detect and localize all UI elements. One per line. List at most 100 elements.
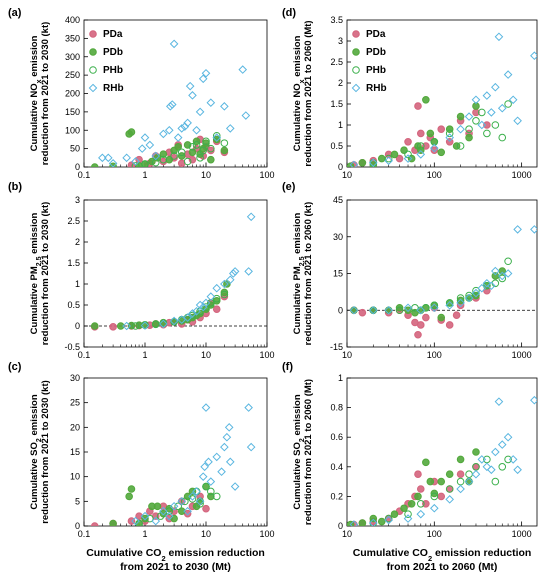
data-point-pdb bbox=[170, 514, 178, 523]
data-point-rhb bbox=[188, 492, 197, 501]
data-point-phb bbox=[174, 502, 182, 511]
data-point-rhb bbox=[244, 267, 253, 276]
data-point-rhb bbox=[464, 112, 474, 121]
y-tick-label: 250 bbox=[65, 70, 80, 80]
legend-label-pda: PDa bbox=[366, 29, 386, 40]
data-point-rhb bbox=[122, 153, 131, 163]
y-tick-label: 50 bbox=[70, 144, 80, 154]
data-point-rhb bbox=[188, 91, 197, 100]
data-point-rhb bbox=[151, 151, 161, 161]
y-tick-label: 0.5 bbox=[330, 141, 343, 151]
data-point-pdb bbox=[188, 148, 197, 157]
legend-marker-pdb bbox=[89, 48, 97, 56]
y-tick-label: 0.2 bbox=[330, 491, 343, 501]
data-point-pda bbox=[416, 129, 425, 138]
y-tick-label: 0.6 bbox=[330, 432, 343, 442]
data-point-phb bbox=[196, 500, 204, 508]
data-point-rhb bbox=[456, 484, 465, 494]
panel-a: (a) 0.1 1 10 100 0 50 100 150 200 250 300 350 400 Cumu… bbox=[8, 7, 275, 180]
data-point-pda bbox=[212, 305, 221, 314]
y-tick-label: 20 bbox=[70, 422, 80, 432]
data-point-rhb bbox=[131, 157, 140, 166]
data-point-phb bbox=[212, 131, 221, 140]
data-point-phb bbox=[491, 477, 500, 486]
data-point-rhb bbox=[169, 501, 179, 511]
y-tick-label: 0.4 bbox=[330, 462, 343, 472]
data-point-rhb bbox=[246, 212, 256, 222]
data-point-rhb bbox=[349, 160, 359, 167]
data-point-phb bbox=[445, 129, 454, 138]
x-tick-label: 1 bbox=[142, 170, 147, 180]
data-point-phb bbox=[465, 291, 473, 300]
data-point-rhb bbox=[164, 511, 174, 521]
data-point-rhb bbox=[482, 462, 492, 472]
data-point-pda bbox=[430, 146, 439, 154]
data-point-rhb bbox=[445, 495, 454, 504]
y-axis-label-line1: Cumulative NOx emission bbox=[29, 35, 43, 151]
data-point-rhb bbox=[169, 39, 179, 49]
x-tick-label: 1000 bbox=[512, 529, 532, 539]
data-point-pdb bbox=[472, 448, 480, 456]
data-point-rhb bbox=[230, 267, 240, 276]
data-point-rhb bbox=[164, 125, 174, 135]
data-point-rhb bbox=[122, 321, 131, 331]
y-tick-label: 400 bbox=[65, 15, 80, 25]
data-point-pdb bbox=[395, 304, 404, 312]
data-point-phb bbox=[141, 160, 149, 167]
y-tick-label: 0.8 bbox=[330, 403, 343, 413]
legend-marker-pda bbox=[89, 30, 97, 38]
y-tick-label: 0 bbox=[338, 305, 343, 315]
data-point-phb bbox=[504, 455, 512, 464]
data-point-rhb bbox=[185, 81, 195, 91]
data-point-pdb bbox=[196, 309, 204, 318]
legend-marker-pdb bbox=[352, 48, 360, 56]
data-point-phb bbox=[207, 144, 215, 153]
data-point-pdb bbox=[456, 296, 465, 305]
data-point-rhb bbox=[445, 133, 454, 142]
data-point-rhb bbox=[212, 283, 222, 293]
legend-label-pda: PDa bbox=[103, 29, 123, 40]
data-point-rhb bbox=[151, 516, 161, 526]
data-point-rhb bbox=[201, 403, 211, 412]
data-point-rhb bbox=[180, 122, 190, 131]
data-point-rhb bbox=[177, 497, 187, 506]
data-point-phb bbox=[445, 485, 454, 493]
data-point-rhb bbox=[217, 467, 226, 477]
data-point-phb bbox=[472, 117, 480, 125]
data-point-pdb bbox=[347, 162, 355, 167]
x-tick-label: 1000 bbox=[512, 350, 532, 360]
data-point-rhb bbox=[494, 397, 504, 406]
data-point-pdb bbox=[384, 306, 393, 315]
panel-label-d: (d) bbox=[282, 7, 296, 19]
data-point-pdb bbox=[437, 148, 446, 157]
data-point-phb bbox=[504, 100, 512, 108]
x-tick-label: 1 bbox=[142, 529, 147, 539]
legend-marker-phb bbox=[89, 66, 97, 74]
y-axis-label-line2: reduction from 2021 to 2030 (kt) bbox=[40, 22, 51, 166]
data-point-pda bbox=[445, 321, 454, 329]
data-point-phb bbox=[202, 482, 210, 491]
panel-e: (e) 10 100 1000 -15 0 15 30 45 Cumulative PM2.5 e… bbox=[282, 181, 538, 360]
y-tick-label: 30 bbox=[333, 232, 343, 242]
data-point-phb bbox=[159, 155, 168, 164]
legend-label-phb: PHb bbox=[103, 65, 123, 76]
data-points-f bbox=[347, 395, 537, 526]
panel-label-e: (e) bbox=[282, 181, 296, 193]
data-point-rhb bbox=[368, 305, 378, 315]
data-point-phb bbox=[498, 463, 507, 471]
data-point-pdb bbox=[390, 150, 399, 159]
data-point-rhb bbox=[159, 506, 168, 516]
data-point-pda bbox=[358, 308, 367, 317]
data-point-rhb bbox=[140, 133, 150, 142]
data-point-pda bbox=[452, 311, 461, 319]
data-point-phb bbox=[135, 519, 143, 526]
plot-frame bbox=[346, 19, 538, 168]
data-point-rhb bbox=[530, 225, 537, 234]
data-point-pdb bbox=[437, 477, 446, 486]
data-point-rhb bbox=[503, 432, 513, 442]
legend-marker-rhb bbox=[351, 83, 361, 93]
data-point-rhb bbox=[403, 303, 413, 313]
data-point-rhb bbox=[430, 143, 439, 153]
data-point-rhb bbox=[487, 281, 496, 291]
data-point-rhb bbox=[183, 313, 192, 322]
